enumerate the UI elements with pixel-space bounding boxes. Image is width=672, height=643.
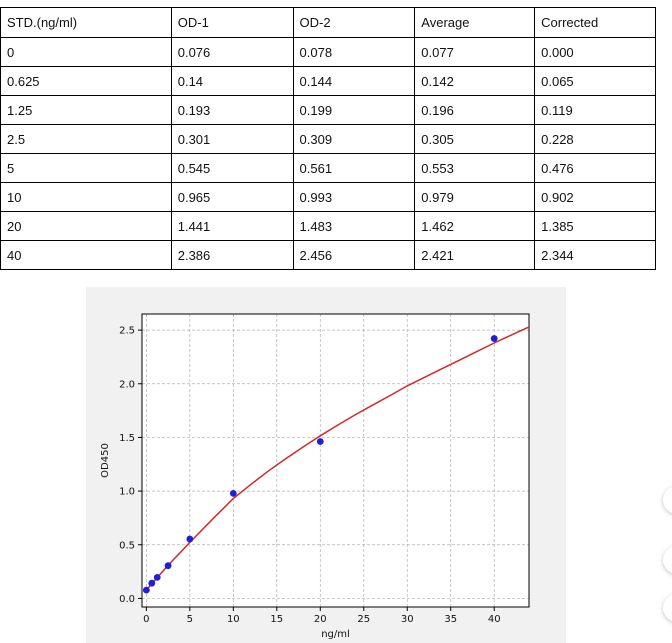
table-cell: 0.993 — [292, 182, 416, 212]
table-cell: 1.441 — [170, 211, 294, 241]
x-tick-label: 20 — [314, 614, 327, 625]
y-tick-label: 1.5 — [119, 433, 135, 444]
table-cell: 0.077 — [414, 37, 536, 67]
table-cell: 0.476 — [534, 153, 656, 183]
table-cell: 2.386 — [170, 240, 294, 270]
data-point — [142, 586, 150, 594]
y-tick-label: 2.0 — [119, 379, 135, 390]
grid-layer — [142, 314, 529, 607]
y-tick-label: 0.5 — [119, 540, 135, 551]
column-header: Corrected — [534, 7, 656, 38]
table-cell: 0.561 — [292, 153, 416, 183]
table-header-row: STD.(ng/ml) OD-1 OD-2 Average Corrected — [0, 7, 656, 38]
table-cell: 1.483 — [292, 211, 416, 241]
table-cell: 2.5 — [0, 124, 172, 154]
x-tick-label: 10 — [227, 614, 240, 625]
x-tick-label: 15 — [270, 614, 283, 625]
table-cell: 2.344 — [534, 240, 656, 270]
data-point — [148, 579, 156, 587]
table-row: 1.25 0.193 0.199 0.196 0.119 — [0, 95, 656, 125]
table-row: 20 1.441 1.483 1.462 1.385 — [0, 211, 656, 241]
y-axis-label: OD450 — [100, 443, 111, 478]
table-cell: 0.309 — [292, 124, 416, 154]
plot-area — [141, 313, 530, 608]
table-row: 2.5 0.301 0.309 0.305 0.228 — [0, 124, 656, 154]
table-cell: 0 — [0, 37, 172, 67]
column-header: OD-1 — [170, 7, 294, 38]
table-cell: 1.25 — [0, 95, 172, 125]
data-point — [229, 489, 237, 497]
x-axis-label: ng/ml — [321, 629, 350, 640]
table-cell: 0.965 — [170, 182, 294, 212]
data-point — [186, 535, 194, 543]
x-tick-label: 5 — [187, 614, 193, 625]
table-cell: 1.385 — [534, 211, 656, 241]
table-cell: 0.196 — [414, 95, 536, 125]
circle-button[interactable] — [663, 546, 672, 574]
x-tick-label: 30 — [401, 614, 414, 625]
table-cell: 0.902 — [534, 182, 656, 212]
y-tick-label: 0.0 — [119, 594, 135, 605]
table-row: 0 0.076 0.078 0.077 0.000 — [0, 37, 656, 67]
table-cell: 0.553 — [414, 153, 536, 183]
table-cell: 1.462 — [414, 211, 536, 241]
fit-curve — [145, 326, 530, 591]
column-header: Average — [414, 7, 536, 38]
plot-background — [142, 314, 529, 607]
data-points — [142, 335, 498, 594]
table-cell: 0.979 — [414, 182, 536, 212]
table-cell: 0.199 — [292, 95, 416, 125]
y-tick-label: 2.5 — [119, 326, 135, 337]
table-cell: 0.144 — [292, 66, 416, 96]
table-cell: 0.228 — [534, 124, 656, 154]
table-cell: 0.625 — [0, 66, 172, 96]
table-cell: 0.14 — [170, 66, 294, 96]
table-row: 10 0.965 0.993 0.979 0.902 — [0, 182, 656, 212]
y-tick-label: 1.0 — [119, 487, 135, 498]
chart-svg: 0 5 10 15 20 25 30 35 40 0.0 0.5 1.0 1.5 2.0 2.5 ng/ml… — [100, 313, 530, 640]
table-cell: 0.142 — [414, 66, 536, 96]
axis-ticks: 0 5 10 15 20 25 30 35 40 0.0 0.5 1.0 1.5 2.0 2.5 — [119, 326, 500, 625]
data-point — [164, 562, 172, 570]
table-cell: 0.301 — [170, 124, 294, 154]
table-cell: 2.421 — [414, 240, 536, 270]
table-cell: 20 — [0, 211, 172, 241]
x-tick-label: 0 — [143, 614, 149, 625]
column-header: OD-2 — [292, 7, 416, 38]
table-cell: 40 — [0, 240, 172, 270]
table-row: 40 2.386 2.456 2.421 2.344 — [0, 240, 656, 270]
table-cell: 10 — [0, 182, 172, 212]
table-cell: 2.456 — [292, 240, 416, 270]
table-cell: 5 — [0, 153, 172, 183]
table-cell: 0.000 — [534, 37, 656, 67]
column-header: STD.(ng/ml) — [0, 7, 172, 38]
table-row: 5 0.545 0.561 0.553 0.476 — [0, 153, 656, 183]
standard-curve-chart: 0 5 10 15 20 25 30 35 40 0.0 0.5 1.0 1.5 2.0 2.5 ng/ml… — [86, 287, 566, 643]
data-point — [316, 438, 324, 445]
table-cell: 0.545 — [170, 153, 294, 183]
table-row: 0.625 0.14 0.144 0.142 0.065 — [0, 66, 656, 96]
circle-button[interactable] — [663, 486, 672, 514]
data-point — [153, 573, 161, 581]
x-tick-label: 35 — [444, 614, 457, 625]
table-cell: 0.193 — [170, 95, 294, 125]
table-cell: 0.119 — [534, 95, 656, 125]
x-tick-label: 40 — [488, 614, 501, 625]
table-cell: 0.065 — [534, 66, 656, 96]
x-tick-label: 25 — [357, 614, 370, 625]
circle-button[interactable] — [663, 594, 672, 622]
data-point — [490, 335, 498, 342]
table-cell: 0.076 — [170, 37, 294, 67]
table-cell: 0.305 — [414, 124, 536, 154]
table-cell: 0.078 — [292, 37, 416, 67]
standards-table: STD.(ng/ml) OD-1 OD-2 Average Corrected … — [0, 7, 656, 270]
